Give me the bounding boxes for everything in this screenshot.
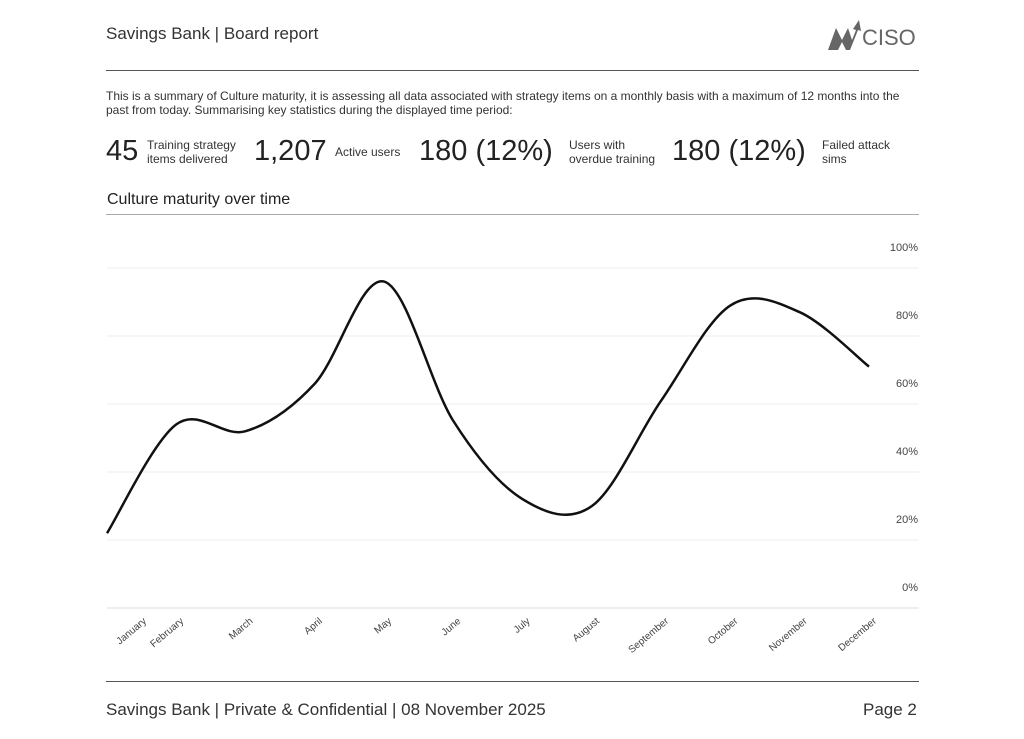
series-line: [105, 280, 870, 534]
y-tick-label: 0%: [902, 582, 918, 594]
footer-text: Savings Bank | Private & Confidential | …: [106, 700, 546, 719]
page-number: Page 2: [863, 700, 917, 719]
stat-value-overdue: 180 (12%): [419, 135, 553, 167]
x-tick-label: July: [512, 616, 533, 636]
logo-text: CISO: [862, 25, 916, 50]
chart-title: Culture maturity over time: [107, 191, 291, 208]
footer-divider: [106, 681, 919, 682]
x-tick-label: February: [148, 616, 186, 650]
header-divider: [106, 70, 919, 71]
stat-value-training: 45: [106, 135, 139, 167]
chart-title-divider: [106, 214, 919, 215]
x-tick-label: April: [302, 616, 324, 637]
x-tick-label: November: [767, 615, 810, 654]
x-tick-label: September: [627, 615, 672, 655]
myciso-logo: [828, 20, 861, 50]
stat-value-users: 1,207: [254, 135, 327, 167]
stat-label-users: Active users: [335, 145, 401, 159]
x-tick-label: May: [372, 616, 394, 637]
y-tick-label: 100%: [890, 242, 918, 254]
y-tick-label: 60%: [896, 378, 918, 390]
x-tick-label: June: [440, 616, 464, 639]
x-tick-label: January: [115, 616, 149, 647]
stat-label-failed: Failed attack sims: [822, 138, 891, 166]
y-tick-label: 40%: [896, 446, 918, 458]
report-title: Savings Bank | Board report: [106, 24, 319, 43]
y-tick-label: 20%: [896, 514, 918, 526]
x-tick-label: October: [706, 615, 741, 647]
stat-value-failed: 180 (12%): [672, 135, 806, 167]
x-tick-label: August: [571, 616, 602, 645]
stat-label-overdue: Users with overdue training: [569, 138, 656, 166]
x-tick-label: December: [837, 615, 880, 654]
y-tick-label: 80%: [896, 310, 918, 322]
x-tick-label: March: [227, 616, 255, 642]
summary-text: This is a summary of Culture maturity, i…: [106, 89, 900, 117]
stat-label-training: Training strategy items delivered: [147, 138, 236, 166]
